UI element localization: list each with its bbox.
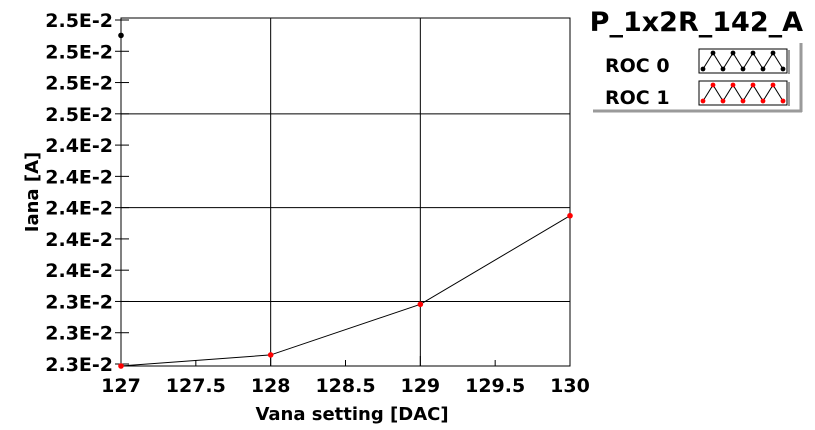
plot-area <box>120 17 571 367</box>
y-tick-label: 2.4E-2 <box>45 229 113 251</box>
series-line-1 <box>120 215 571 367</box>
legend-sample-marker <box>720 66 726 72</box>
y-tick-label: 2.5E-2 <box>45 41 113 63</box>
legend-sample-marker <box>700 98 706 104</box>
y-tick-label: 2.3E-2 <box>45 323 113 345</box>
x-axis-title: Vana setting [DAC] <box>255 404 448 425</box>
legend-sample-marker <box>750 50 756 56</box>
legend-sample-marker <box>780 98 786 104</box>
legend-sample-marker <box>760 66 766 72</box>
y-tick-label: 2.4E-2 <box>45 260 113 282</box>
x-tick-label: 127.5 <box>166 375 226 397</box>
data-point-series-0 <box>118 32 124 39</box>
y-tick-label: 2.4E-2 <box>45 198 113 220</box>
y-axis-title: Iana [A] <box>22 152 43 232</box>
x-tick-label: 128 <box>251 375 291 397</box>
data-point-series-1 <box>567 212 573 219</box>
legend-sample-marker <box>730 82 736 88</box>
y-tick-label: 2.5E-2 <box>45 104 113 126</box>
y-axis: 2.5E-2 2.5E-2 2.5E-2 2.5E-2 2.4E-2 2.4E-2 2.4E… <box>45 10 129 376</box>
legend: P_1x2R_142_A ROC 0 ROC 1 <box>590 7 803 113</box>
y-tick-label: 2.5E-2 <box>45 73 113 95</box>
legend-sample-marker <box>750 82 756 88</box>
x-tick-label: 129 <box>400 375 440 397</box>
data-point-series-1 <box>118 363 124 369</box>
legend-sample-marker <box>740 66 746 72</box>
y-tick-label: 2.3E-2 <box>45 354 113 376</box>
legend-label-roc1: ROC 1 <box>605 87 670 109</box>
x-tick-label: 128.5 <box>315 375 375 397</box>
y-tick-label: 2.4E-2 <box>45 135 113 157</box>
legend-sample-marker <box>720 98 726 104</box>
legend-sample-marker <box>740 98 746 104</box>
legend-sample-marker <box>770 82 776 88</box>
y-tick-label: 2.4E-2 <box>45 166 113 188</box>
x-tick-label: 130 <box>550 375 590 397</box>
x-tick-label: 129.5 <box>465 375 525 397</box>
y-tick-label: 2.5E-2 <box>45 10 113 32</box>
series-layer <box>118 32 573 369</box>
y-tick-label: 2.3E-2 <box>45 291 113 313</box>
legend-sample-roc0 <box>698 48 790 74</box>
legend-sample-marker <box>730 50 736 56</box>
legend-label-roc0: ROC 0 <box>605 55 670 77</box>
data-point-series-1 <box>267 352 274 358</box>
legend-sample-marker <box>710 82 716 88</box>
legend-sample-marker <box>700 66 706 72</box>
legend-sample-marker <box>710 50 716 56</box>
legend-title: P_1x2R_142_A <box>590 7 803 38</box>
legend-sample-marker <box>770 50 776 56</box>
legend-sample-roc1 <box>698 80 790 106</box>
x-tick-label: 127 <box>101 375 141 397</box>
data-point-series-1 <box>417 301 424 308</box>
legend-sample-marker <box>760 98 766 104</box>
x-axis: 127 127.5 128 128.5 129 129.5 130 <box>101 356 590 397</box>
legend-sample-marker <box>780 66 786 72</box>
grid <box>121 18 570 366</box>
